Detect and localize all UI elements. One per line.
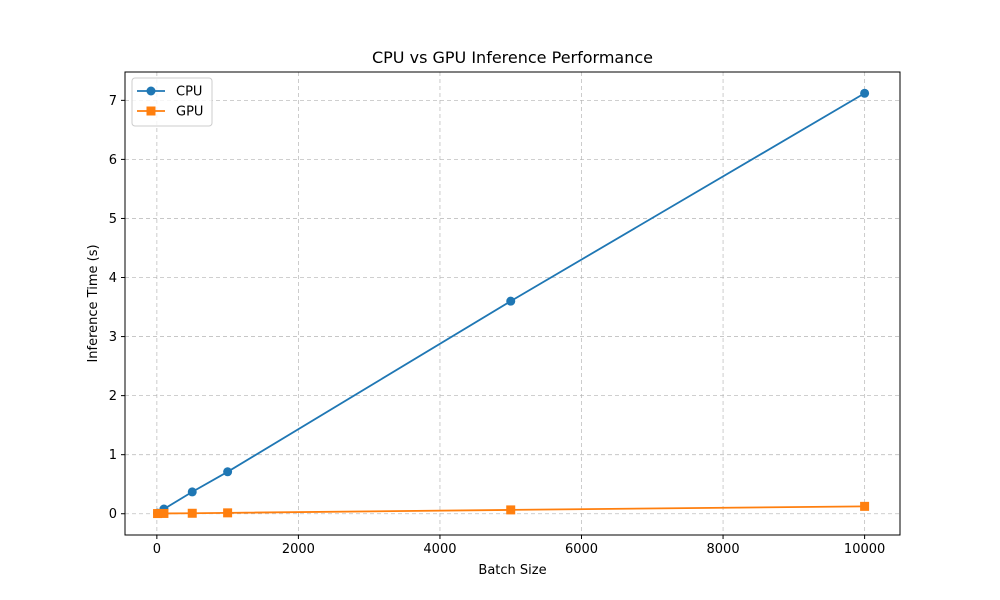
y-tick-label: 4 xyxy=(109,271,117,286)
gpu-point xyxy=(223,508,233,518)
x-tick-label: 2000 xyxy=(282,542,315,557)
x-tick-label: 10000 xyxy=(844,542,885,557)
x-tick-label: 8000 xyxy=(707,542,740,557)
cpu-point xyxy=(506,296,516,306)
cpu-point xyxy=(860,88,870,98)
x-axis-label: Batch Size xyxy=(478,563,546,578)
ticks: 0 2000 4000 6000 8000 10000 0 1 2 3 4 5 6 7 xyxy=(109,94,886,557)
grid xyxy=(125,72,900,535)
series-cpu xyxy=(153,88,870,518)
legend-label: CPU xyxy=(176,85,202,100)
legend-label: GPU xyxy=(176,105,203,120)
legend-marker xyxy=(146,86,156,96)
y-tick-label: 7 xyxy=(109,94,117,109)
chart-title: CPU vs GPU Inference Performance xyxy=(372,48,653,67)
x-tick-label: 4000 xyxy=(423,542,456,557)
gpu-point xyxy=(187,508,197,518)
legend-item-cpu: CPU xyxy=(137,85,202,100)
x-tick-label: 6000 xyxy=(565,542,598,557)
y-tick-label: 6 xyxy=(109,153,117,168)
y-tick-label: 5 xyxy=(109,212,117,227)
y-axis-label: Inference Time (s) xyxy=(86,244,101,362)
legend-marker xyxy=(146,106,156,116)
x-tick-label: 0 xyxy=(153,542,161,557)
gpu-point xyxy=(860,501,870,511)
legend: CPU GPU xyxy=(131,77,213,127)
gpu-point xyxy=(159,508,169,518)
y-tick-label: 3 xyxy=(109,330,117,345)
gpu-point xyxy=(506,505,516,515)
y-tick-label: 0 xyxy=(109,507,117,522)
legend-item-gpu: GPU xyxy=(137,105,203,120)
y-tick-label: 2 xyxy=(109,389,117,404)
series-layer xyxy=(153,88,870,519)
y-tick-label: 1 xyxy=(109,448,117,463)
series-gpu xyxy=(153,501,870,519)
plot-frame xyxy=(124,71,901,536)
gpu-point xyxy=(153,509,163,519)
cpu-point xyxy=(223,467,233,477)
cpu-point xyxy=(187,487,197,497)
